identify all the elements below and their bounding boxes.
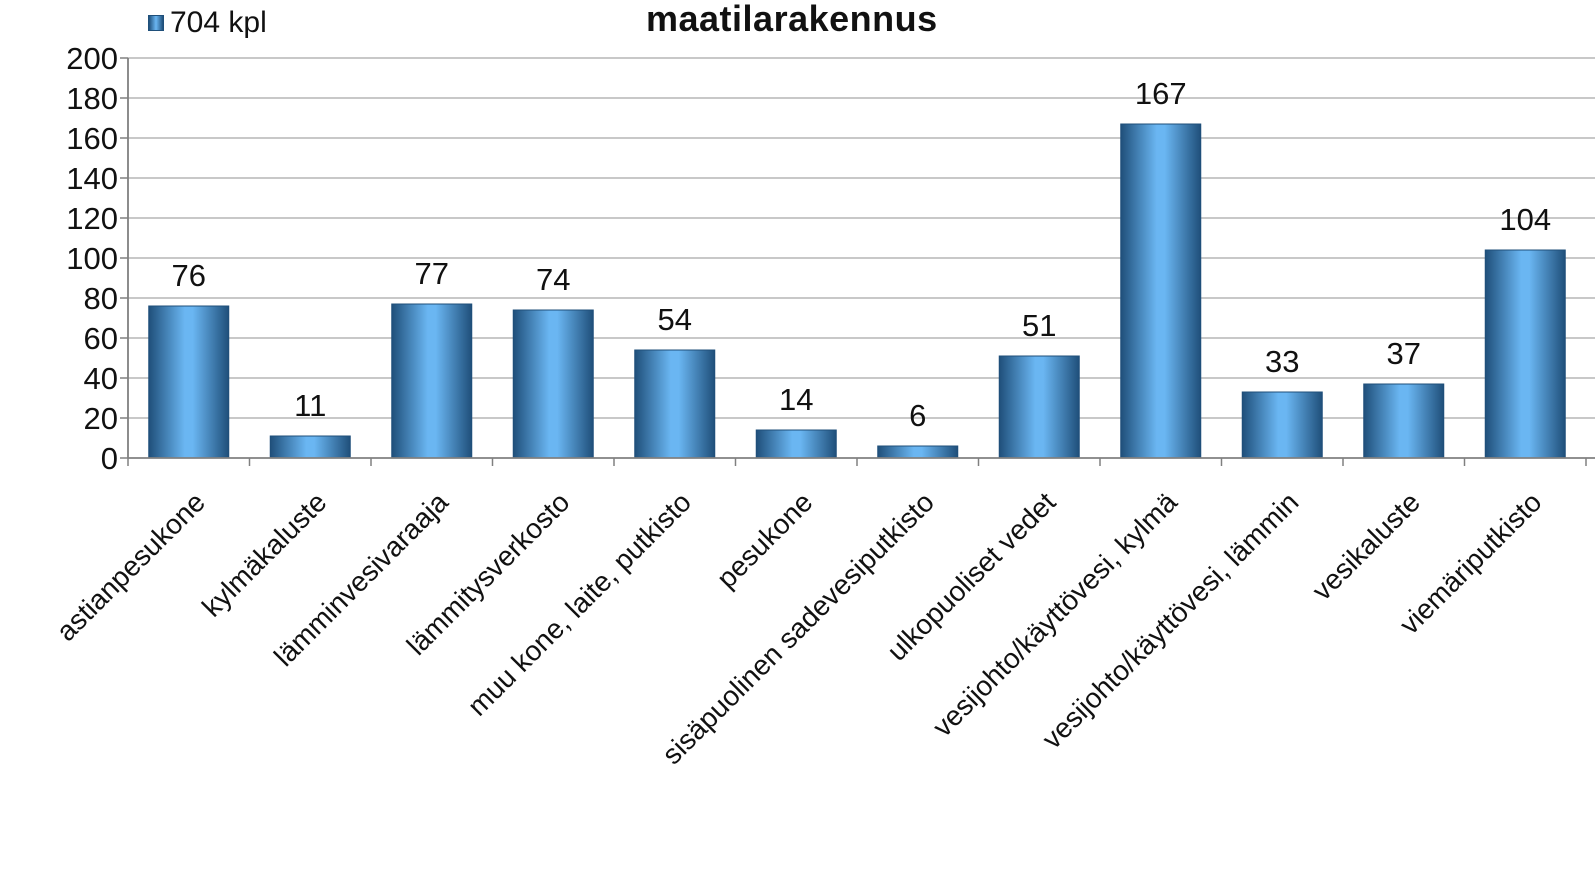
- x-category-label: pesukone: [711, 486, 819, 594]
- x-category-label: vesijohto/käyttövesi, lämmin: [1036, 486, 1304, 754]
- bar: [1363, 383, 1445, 459]
- bar: [1120, 123, 1202, 459]
- x-category-label: muu kone, laite, putkisto: [462, 486, 697, 721]
- y-tick-label: 20: [84, 401, 118, 436]
- bar: [634, 349, 716, 459]
- bar: [148, 305, 230, 459]
- data-label: 37: [1387, 336, 1421, 371]
- y-tick-label: 160: [66, 121, 118, 156]
- y-tick-label: 180: [66, 81, 118, 116]
- data-label: 14: [779, 382, 813, 417]
- bar: [269, 435, 351, 459]
- x-category-label: astianpesukone: [50, 486, 211, 647]
- bar: [1484, 249, 1566, 459]
- bar: [998, 355, 1080, 459]
- data-label: 74: [536, 262, 570, 297]
- bar: [512, 309, 594, 459]
- x-category-label: kylmäkaluste: [196, 486, 332, 622]
- data-label: 6: [909, 398, 926, 433]
- y-tick-label: 100: [66, 241, 118, 276]
- chart-title: maatilarakennus: [646, 0, 938, 39]
- data-label: 104: [1499, 202, 1551, 237]
- data-label: 33: [1265, 344, 1299, 379]
- y-tick-label: 120: [66, 201, 118, 236]
- x-category-label: vesikaluste: [1306, 486, 1426, 606]
- y-tick-label: 80: [84, 281, 118, 316]
- legend: 704 kpl: [148, 6, 267, 40]
- y-tick-label: 40: [84, 361, 118, 396]
- data-label: 54: [658, 302, 692, 337]
- data-label: 167: [1135, 76, 1187, 111]
- data-label: 77: [415, 256, 449, 291]
- legend-label: 704 kpl: [170, 6, 267, 39]
- y-tick-label: 140: [66, 161, 118, 196]
- bar: [755, 429, 837, 459]
- y-tick-label: 60: [84, 321, 118, 356]
- data-label: 51: [1022, 308, 1056, 343]
- bar: [1241, 391, 1323, 459]
- data-label: 76: [172, 258, 206, 293]
- bar: [877, 445, 959, 459]
- y-tick-label: 0: [101, 441, 118, 476]
- data-label: 11: [294, 388, 326, 423]
- legend-swatch: [148, 15, 164, 31]
- x-category-label: vesijohto/käyttövesi, kylmä: [927, 486, 1184, 743]
- bar: [391, 303, 473, 459]
- y-tick-label: 200: [66, 41, 118, 76]
